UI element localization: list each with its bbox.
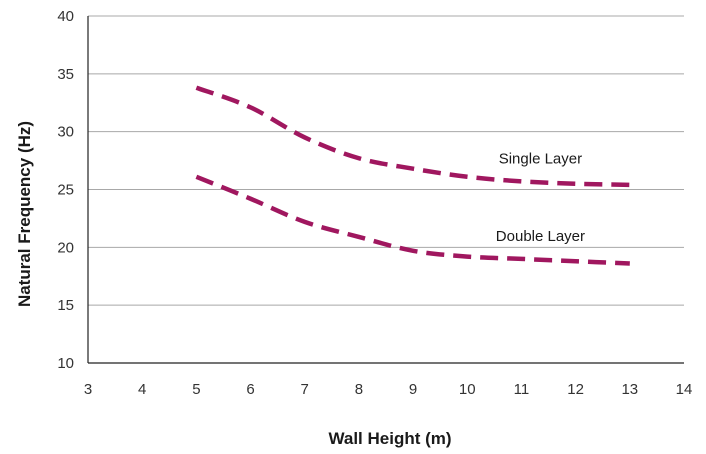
x-tick-label: 14 xyxy=(676,381,693,398)
y-tick-label: 25 xyxy=(57,182,74,199)
y-tick-label: 15 xyxy=(57,297,74,314)
series-labels: Single Layer Double Layer xyxy=(496,150,585,244)
series-lines xyxy=(195,85,630,266)
y-tick-label: 10 xyxy=(57,355,74,372)
y-tick-labels: 10 15 20 25 30 35 40 xyxy=(57,8,74,372)
x-axis-title: Wall Height (m) xyxy=(328,429,451,448)
x-tick-label: 13 xyxy=(621,381,638,398)
x-tick-label: 11 xyxy=(514,381,530,398)
x-tick-label: 6 xyxy=(246,381,254,398)
series-label-1: Double Layer xyxy=(496,228,585,245)
x-tick-label: 4 xyxy=(138,381,146,398)
x-tick-label: 8 xyxy=(355,381,363,398)
axes xyxy=(87,16,684,364)
x-tick-label: 5 xyxy=(192,381,200,398)
x-tick-label: 7 xyxy=(301,381,309,398)
series-line-1 xyxy=(195,174,630,266)
gridlines xyxy=(88,15,684,306)
y-axis-title: Natural Frequency (Hz) xyxy=(15,121,34,307)
x-tick-labels: 3 4 5 6 7 8 9 10 11 12 13 14 xyxy=(84,381,693,398)
series-label-0: Single Layer xyxy=(499,150,582,167)
y-tick-label: 20 xyxy=(57,239,74,256)
y-tick-label: 40 xyxy=(57,8,74,25)
x-tick-label: 10 xyxy=(459,381,476,398)
y-tick-label: 35 xyxy=(57,66,74,83)
x-tick-label: 9 xyxy=(409,381,417,398)
series-line-0 xyxy=(195,85,630,188)
y-tick-label: 30 xyxy=(57,124,74,141)
x-tick-label: 3 xyxy=(84,381,92,398)
x-tick-label: 12 xyxy=(567,381,584,398)
